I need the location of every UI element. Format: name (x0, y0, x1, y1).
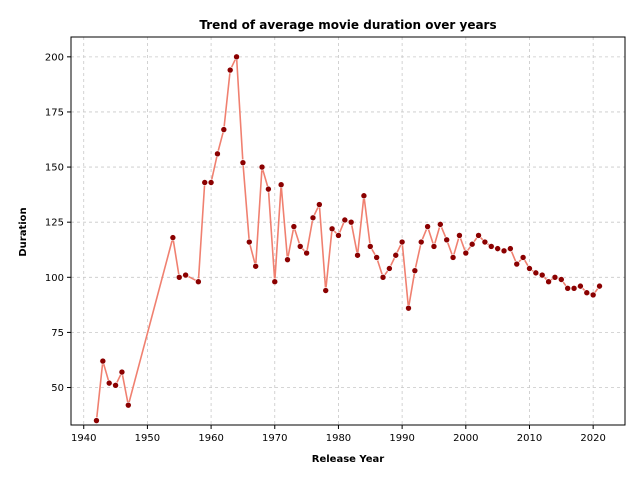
data-point (532, 269, 540, 277)
data-point (309, 214, 317, 222)
data-point (430, 243, 438, 250)
x-tick-label: 1950 (135, 433, 160, 444)
data-point (487, 243, 495, 250)
data-point (366, 243, 374, 250)
data-point (424, 223, 431, 230)
data-point (405, 304, 412, 312)
x-tick-label: 1990 (389, 433, 414, 444)
data-point (245, 238, 253, 246)
data-point (589, 291, 597, 299)
data-point (360, 192, 368, 200)
data-point (379, 273, 387, 281)
data-point (500, 247, 508, 255)
data-point (252, 262, 259, 270)
data-point (558, 276, 565, 283)
data-point (214, 150, 221, 158)
x-tick-label: 1940 (71, 433, 96, 444)
data-point (545, 278, 552, 286)
y-axis: 50 75 100 125 150 175 200 (45, 52, 71, 394)
data-point (201, 179, 209, 186)
data-point (481, 238, 489, 246)
y-tick-label: 50 (51, 383, 64, 394)
data-point (411, 267, 419, 274)
data-point (284, 256, 291, 263)
data-point (322, 287, 330, 294)
x-tick-label: 2020 (580, 433, 605, 444)
x-tick-label: 2010 (517, 433, 542, 444)
data-point (347, 218, 355, 226)
data-point (494, 245, 501, 252)
y-tick-label: 75 (51, 328, 64, 339)
x-tick-label: 1970 (262, 433, 287, 444)
data-point (226, 66, 234, 74)
data-point (99, 357, 107, 365)
data-point (417, 238, 425, 246)
data-point (258, 163, 266, 171)
data-point (233, 53, 240, 61)
x-tick-label: 2000 (453, 433, 478, 444)
data-point (271, 278, 279, 286)
data-point (105, 379, 113, 387)
data-point (462, 249, 470, 257)
y-tick-label: 100 (45, 273, 64, 284)
data-point (341, 216, 349, 224)
x-tick-label: 1980 (326, 433, 351, 444)
x-axis: 1940 1950 1960 1970 1980 1990 2000 2010 2020 (71, 425, 606, 444)
data-point (398, 238, 406, 246)
data-point (265, 185, 272, 193)
data-point (538, 271, 546, 279)
data-point (449, 254, 457, 261)
data-point (182, 271, 189, 279)
data-point (551, 273, 559, 281)
data-point (475, 232, 482, 239)
x-tick-label: 1960 (198, 433, 223, 444)
data-point (392, 251, 400, 259)
y-tick-label: 175 (45, 107, 64, 118)
data-point (93, 417, 100, 424)
data-point (220, 126, 228, 133)
data-point (513, 260, 521, 268)
data-point (443, 236, 451, 244)
data-point (386, 265, 393, 272)
data-point (583, 289, 591, 297)
data-point (290, 223, 298, 230)
data-point (316, 201, 323, 208)
data-point (596, 282, 603, 290)
data-points (93, 53, 603, 424)
data-point (175, 273, 183, 281)
data-point (277, 181, 285, 189)
data-point (169, 234, 177, 241)
data-point (125, 401, 132, 409)
data-point (328, 225, 336, 233)
data-point (207, 179, 215, 186)
y-tick-label: 125 (45, 218, 64, 229)
data-point (373, 254, 380, 261)
data-point (577, 282, 584, 290)
data-point (507, 245, 514, 252)
y-tick-label: 150 (45, 163, 64, 174)
data-point (239, 159, 247, 166)
data-point (564, 285, 571, 292)
data-point (519, 254, 527, 261)
data-point (112, 382, 119, 389)
plot-area-frame (70, 36, 626, 426)
data-point (570, 285, 578, 292)
data-point (118, 368, 126, 376)
y-tick-label: 200 (45, 52, 64, 63)
data-point (303, 249, 310, 257)
x-axis-label: Release Year (312, 454, 385, 465)
data-point (526, 265, 533, 272)
chart-title: Trend of average movie duration over yea… (199, 18, 496, 32)
data-point (195, 278, 202, 286)
y-axis-label: Duration (18, 207, 29, 256)
data-point (468, 240, 476, 248)
data-point (296, 243, 304, 250)
data-point (456, 232, 463, 239)
data-point (354, 251, 361, 259)
data-point (437, 221, 444, 228)
data-point (335, 232, 342, 239)
